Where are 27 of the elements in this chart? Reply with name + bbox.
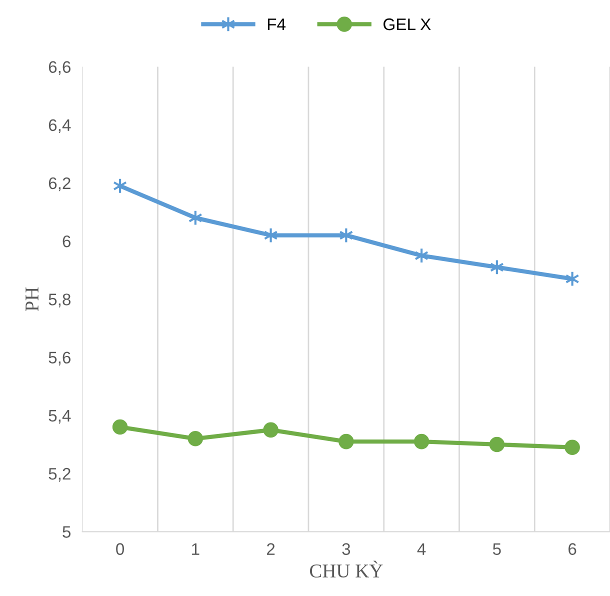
y-axis-title: PH [26,287,38,312]
legend-label: F4 [268,18,286,30]
x-tick-label: 3 [342,543,350,555]
point [188,431,204,446]
point [489,436,505,452]
y-tick-label: 6,4 [48,119,71,134]
y-tick-label: 5,2 [48,468,70,482]
point [564,440,580,456]
x-tick-label: 0 [116,543,124,555]
y-tick-label: 5,6 [48,352,71,366]
x-tick-label: 2 [267,543,275,555]
y-tick-label: 6,2 [48,177,70,192]
y-tick-label: 6,6 [48,61,71,75]
x-tick-label: 5 [492,543,501,555]
x-tick-label: 6 [568,543,576,555]
y-tick-label: 5 [62,526,71,538]
legend-label: GEL X [384,18,431,30]
y-tick-label: 6 [62,235,71,248]
point [112,419,128,435]
y-tick-label: 5,4 [48,410,71,424]
point [263,422,278,438]
y-tick-label: 5,8 [48,294,71,308]
point [414,434,430,450]
point [338,434,354,450]
x-tick-label: 4 [417,543,426,555]
x-tick-label: 1 [192,543,200,555]
x-axis-title: CHU KỲ [310,560,383,578]
